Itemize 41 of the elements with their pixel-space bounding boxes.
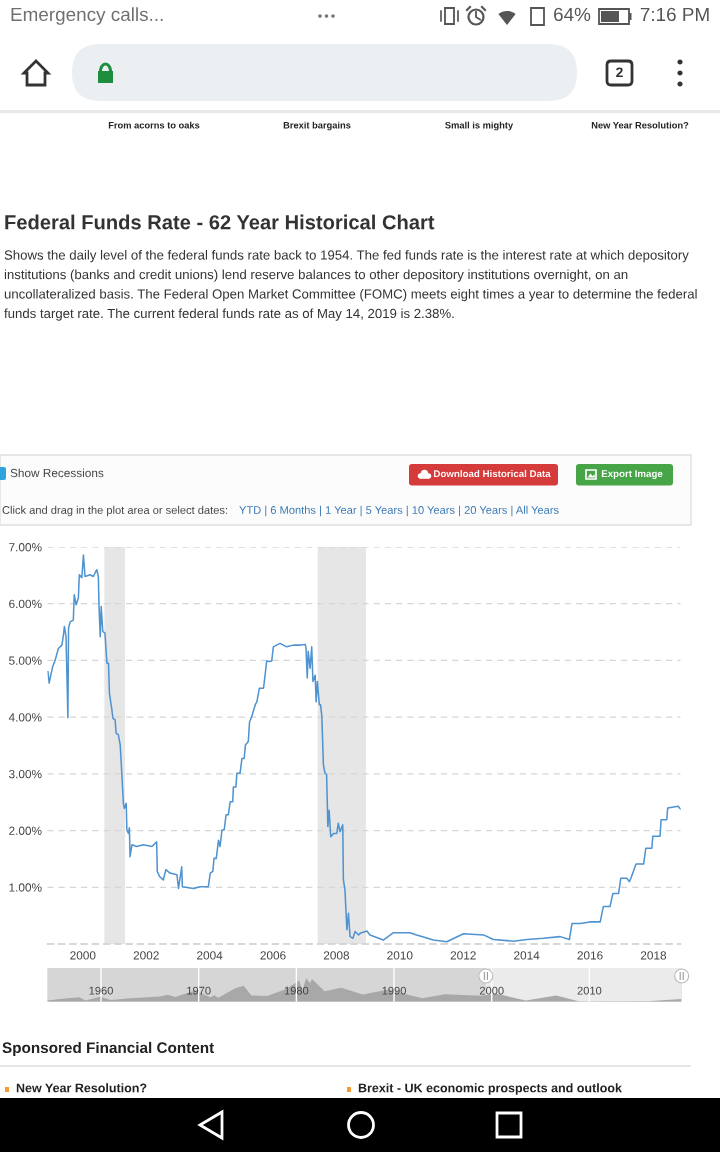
text: 64% <box>554 7 591 22</box>
y-tick-label: 6.00% <box>9 599 42 609</box>
line-series <box>47 554 681 943</box>
x-tick-label: 2000 <box>70 951 96 960</box>
x-tick-label: 2012 <box>450 951 476 960</box>
text: Show Recessions <box>10 468 104 478</box>
x-tick-label: 2016 <box>577 951 603 960</box>
text: 7:16 PM <box>640 7 709 22</box>
text: Brexit bargains <box>283 121 351 131</box>
x-tick-label: 2002 <box>133 951 159 960</box>
x-tick-label: 2000 <box>479 986 504 995</box>
text: 2 <box>616 67 623 78</box>
y-tick-label: 3.00% <box>9 769 42 779</box>
text: New Year Resolution? <box>591 121 689 129</box>
chart-subtitle: Shows the daily level of the federal funds rate back to 1954. The fed funds rate is the interest rate at which depository institutions (banks and credit unions) lend reserve balances to other depository institutions overnight, on an uncollateralized basis. The Federal Open Market Committee (FOMC) meets eight times a year to determine the federal funds target rate. The current federal funds rate as of May 14, 2019 is 2.38%. <box>4 250 697 321</box>
text: Click and drag in the plot area or select dates: <box>2 505 228 517</box>
y-tick-label: 7.00% <box>9 543 42 552</box>
x-tick-label: 2010 <box>577 986 602 995</box>
x-tick-label: 2008 <box>323 951 350 960</box>
x-tick-label: 2006 <box>260 951 286 960</box>
text: Brexit - UK economic prospects and outlook <box>358 1083 622 1095</box>
chart-title: Federal Funds Rate - 62 Year Historical Chart <box>5 214 435 230</box>
text: YTD | 6 Months | 1 Year | 5 Years | 10 Years | 20 Years | All Years <box>239 505 559 517</box>
y-tick-label: 4.00% <box>8 713 42 722</box>
text: From acorns to oaks <box>108 121 200 129</box>
x-tick-label: 1970 <box>187 986 211 995</box>
text: Export Image <box>601 470 663 480</box>
text: Sponsored Financial Content <box>2 1041 215 1057</box>
y-tick-label: 2.00% <box>9 826 42 835</box>
x-tick-label: 2018 <box>640 951 667 960</box>
x-tick-label: 2010 <box>387 951 413 960</box>
x-tick-label: 1960 <box>89 986 113 995</box>
text: New Year Resolution? <box>16 1083 147 1093</box>
x-tick-label: 2004 <box>197 951 223 960</box>
text: Small is mighty <box>445 121 514 131</box>
y-tick-label: 1.00% <box>9 883 42 892</box>
x-tick-label: 1990 <box>382 986 406 995</box>
text: Emergency calls... <box>11 7 163 25</box>
text: Download Historical Data <box>434 469 551 478</box>
x-tick-label: 2014 <box>514 951 540 960</box>
y-tick-label: 5.00% <box>9 656 42 665</box>
